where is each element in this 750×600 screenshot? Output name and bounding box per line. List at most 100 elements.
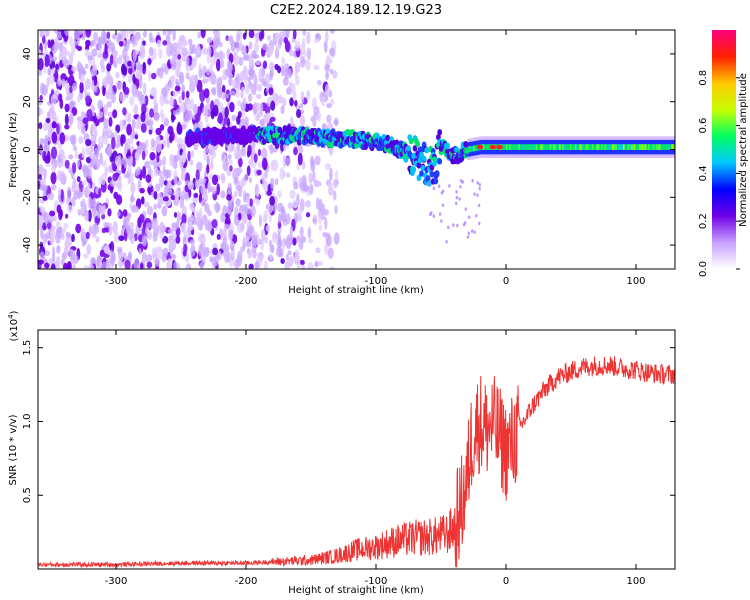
x-tick-label: 100	[626, 576, 645, 587]
heatmap-noise-cell	[181, 123, 186, 130]
heatmap-noise-cell	[248, 57, 254, 67]
heatmap-noise-cell	[243, 55, 248, 61]
heatmap-noise-cell	[324, 163, 332, 171]
heatmap-noise-cell	[71, 196, 76, 207]
heatmap-noise-cell	[235, 198, 241, 207]
heatmap-noise-cell	[236, 223, 244, 234]
heatmap-band-core	[662, 144, 665, 150]
heatmap-noise-cell	[193, 192, 199, 199]
heatmap-noise-cell	[77, 208, 81, 216]
heatmap-noise-cell	[188, 38, 193, 46]
heatmap-band-core	[649, 144, 652, 150]
heatmap-noise-cell	[327, 247, 334, 259]
heatmap-noise-cell	[176, 210, 181, 224]
heatmap-noise-cell	[196, 79, 203, 93]
heatmap-noise-cell	[229, 240, 235, 252]
heatmap-noise-cell	[63, 246, 68, 258]
heatmap-noise-cell	[149, 108, 155, 118]
heatmap-noise-cell	[333, 232, 340, 245]
y-tick-label: -40	[22, 237, 33, 253]
heatmap-noise-cell	[105, 75, 112, 84]
heatmap-noise-cell	[294, 99, 298, 107]
heatmap-drift-cell	[441, 203, 445, 208]
heatmap-noise-cell	[324, 64, 331, 73]
heatmap-band-core	[647, 144, 651, 150]
heatmap-trace-cell	[432, 156, 437, 163]
heatmap-noise-cell	[314, 38, 319, 44]
heatmap-drift-cell	[478, 183, 481, 187]
heatmap-noise-cell	[162, 40, 168, 46]
heatmap-noise-cell	[269, 196, 276, 206]
heatmap-noise-cell	[176, 57, 182, 69]
heatmap-drift-cell	[475, 213, 478, 218]
heatmap-noise-cell	[115, 143, 119, 149]
heatmap-noise-cell	[140, 123, 147, 133]
heatmap-noise-cell	[211, 186, 217, 195]
heatmap-noise-cell	[148, 129, 153, 135]
heatmap-noise-cell	[60, 46, 68, 59]
heatmap-trace-cell	[261, 138, 267, 145]
heatmap-noise-cell	[247, 251, 252, 259]
heatmap-noise-cell	[206, 46, 212, 56]
heatmap-trace-cell	[424, 146, 430, 154]
heatmap-band-core	[593, 144, 596, 150]
heatmap-noise-cell	[59, 132, 66, 145]
heatmap-band-core	[596, 144, 599, 150]
heatmap-band-core	[660, 144, 663, 150]
heatmap-noise-cell	[211, 174, 219, 186]
heatmap-noise-cell	[185, 56, 190, 68]
x-tick-label: -300	[105, 276, 128, 287]
heatmap-noise-cell	[64, 159, 70, 169]
heatmap-noise-cell	[310, 160, 316, 172]
heatmap-noise-cell	[168, 228, 173, 235]
heatmap-band-core	[626, 144, 629, 150]
heatmap-noise-cell	[248, 41, 253, 50]
heatmap-band-core	[598, 144, 601, 150]
heatmap-noise-cell	[135, 152, 139, 160]
heatmap-noise-cell	[296, 206, 303, 217]
heatmap-noise-cell	[253, 74, 258, 87]
heatmap-noise-cell	[86, 243, 92, 255]
heatmap-drift-cell	[455, 195, 459, 200]
heatmap-noise-cell	[112, 59, 117, 68]
heatmap-noise-cell	[207, 220, 213, 232]
heatmap-noise-cell	[178, 96, 182, 104]
heatmap-noise-cell	[175, 235, 181, 244]
heatmap-noise-cell	[87, 55, 93, 61]
heatmap-noise-cell	[260, 228, 266, 242]
heatmap-noise-cell	[117, 154, 122, 166]
heatmap-noise-cell	[328, 48, 335, 56]
heatmap-noise-cell	[64, 213, 69, 219]
snr-y-label: SNR (10 * v/v)	[8, 414, 19, 485]
heatmap-noise-cell	[205, 144, 209, 154]
heatmap-noise-cell	[101, 227, 107, 234]
heatmap-noise-cell	[295, 75, 300, 86]
heatmap-noise-cell	[128, 96, 135, 106]
heatmap-noise-cell	[203, 88, 210, 99]
heatmap-noise-cell	[288, 50, 295, 57]
heatmap-noise-cell	[317, 261, 323, 267]
heatmap-noise-cell	[75, 223, 82, 234]
heatmap-noise-cell	[164, 65, 169, 75]
heatmap-noise-cell	[195, 210, 200, 222]
heatmap-noise-cell	[278, 213, 282, 224]
heatmap-noise-cell	[308, 172, 313, 184]
heatmap-noise-cell	[132, 49, 137, 62]
x-tick-label: 100	[626, 276, 645, 287]
heatmap-noise-cell	[289, 97, 294, 107]
heatmap-noise-cell	[261, 173, 266, 182]
heatmap-drift-cell	[446, 225, 450, 230]
heatmap-noise-cell	[97, 52, 103, 59]
heatmap-noise-cell	[216, 183, 220, 196]
heatmap-noise-cell	[248, 225, 254, 234]
heatmap-band-core	[624, 144, 627, 150]
heatmap-noise-cell	[285, 253, 289, 261]
heatmap-band-core	[509, 144, 512, 150]
heatmap-noise-cell	[144, 95, 149, 106]
heatmap-noise-cell	[174, 133, 178, 143]
heatmap-band-core	[608, 144, 612, 150]
heatmap-noise-cell	[166, 180, 173, 192]
heatmap-band-core	[555, 144, 559, 150]
heatmap-noise-cell	[56, 31, 63, 39]
